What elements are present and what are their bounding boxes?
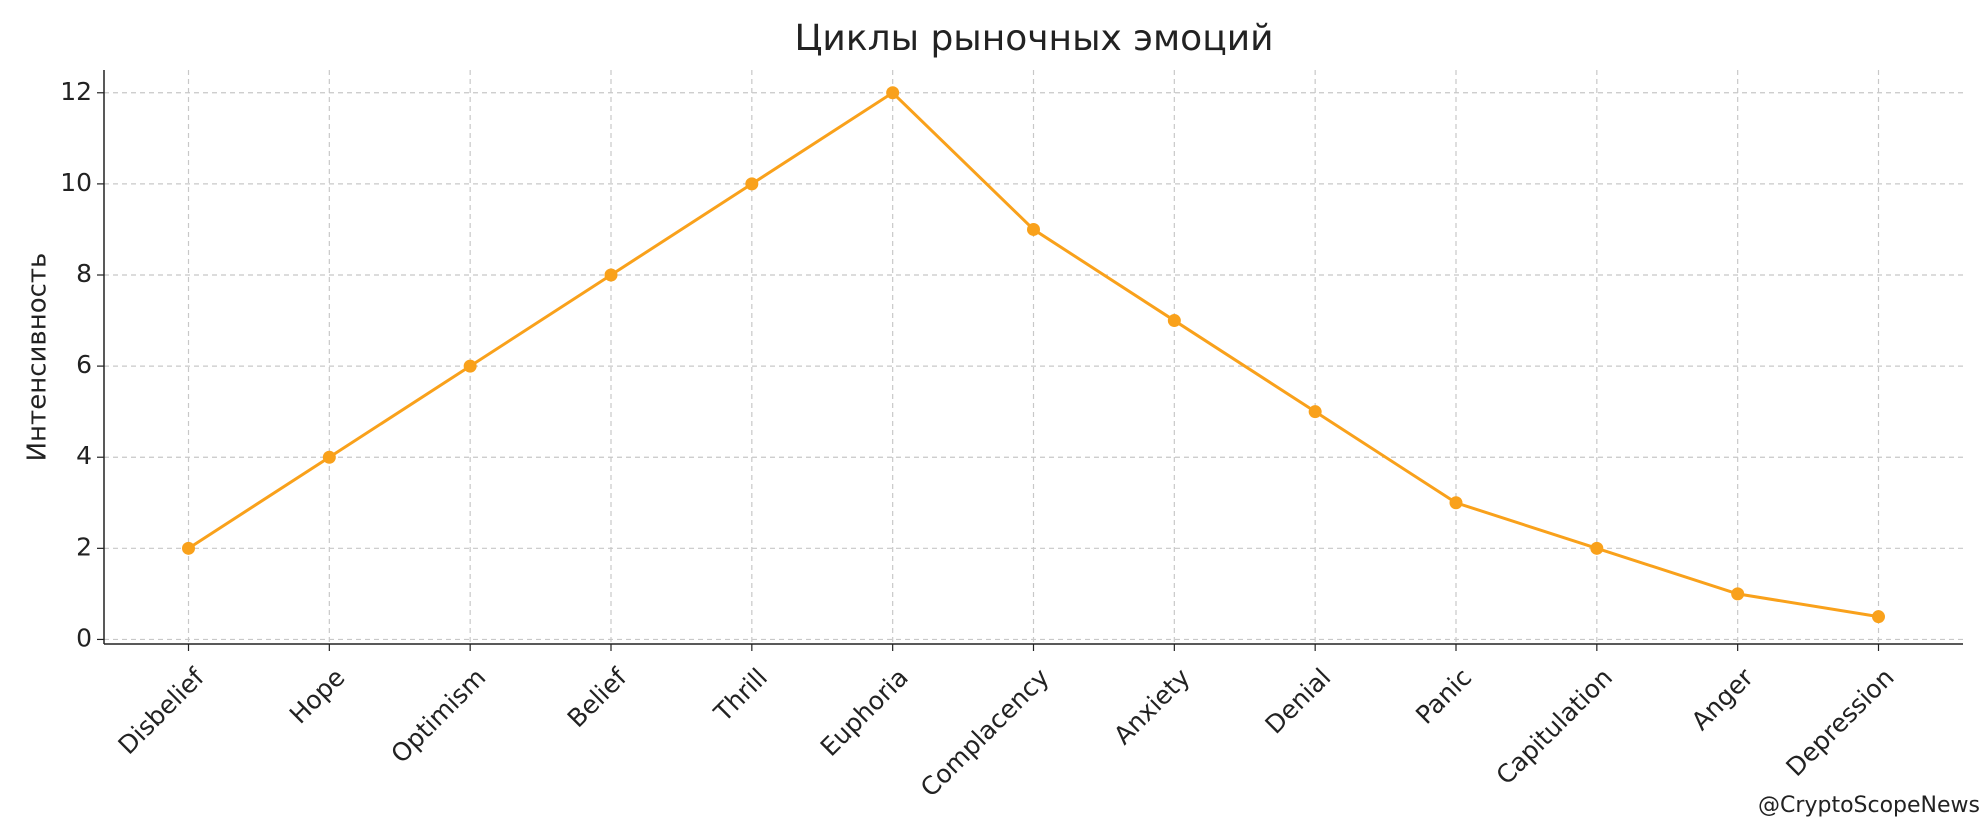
- y-tick-label: 12: [60, 77, 92, 106]
- chart-title: Циклы рыночных эмоций: [794, 18, 1273, 59]
- y-tick-label: 8: [76, 259, 92, 288]
- x-tick-label: Anxiety: [1108, 663, 1196, 751]
- x-tick-label: Denial: [1260, 663, 1337, 740]
- y-tick-label: 2: [76, 532, 92, 561]
- x-tick-label: Depression: [1780, 663, 1899, 782]
- y-tick-label: 6: [76, 350, 92, 379]
- x-tick-label: Disbelief: [112, 662, 210, 760]
- x-tick-label: Capitulation: [1490, 663, 1618, 791]
- y-tick-label: 10: [60, 168, 92, 197]
- marker: [1027, 222, 1040, 236]
- x-tick-label: Panic: [1410, 663, 1477, 730]
- marker: [886, 86, 900, 100]
- marker: [1590, 541, 1604, 555]
- marker: [1872, 610, 1885, 624]
- marker: [322, 450, 336, 464]
- x-tick-label: Hope: [284, 663, 351, 730]
- marker: [182, 541, 195, 555]
- x-tick-label: Belief: [562, 662, 633, 733]
- watermark: @CryptoScopeNews: [1758, 793, 1980, 818]
- marker: [604, 268, 618, 282]
- x-tick-label: Euphoria: [815, 663, 914, 762]
- y-axis-label: Интенсивность: [23, 253, 53, 462]
- x-tick-label: Anger: [1686, 662, 1760, 736]
- marker: [463, 359, 477, 373]
- marker: [1449, 496, 1463, 510]
- marker: [1308, 405, 1322, 419]
- marker: [1167, 314, 1181, 328]
- y-tick-label: 0: [76, 623, 92, 652]
- x-tick-label: Complacency: [915, 663, 1055, 803]
- y-tick-label: 4: [76, 441, 92, 470]
- x-tick-label: Optimism: [385, 663, 491, 769]
- x-tick-label: Thrill: [708, 663, 773, 728]
- marker: [1731, 587, 1745, 601]
- marker: [745, 177, 759, 191]
